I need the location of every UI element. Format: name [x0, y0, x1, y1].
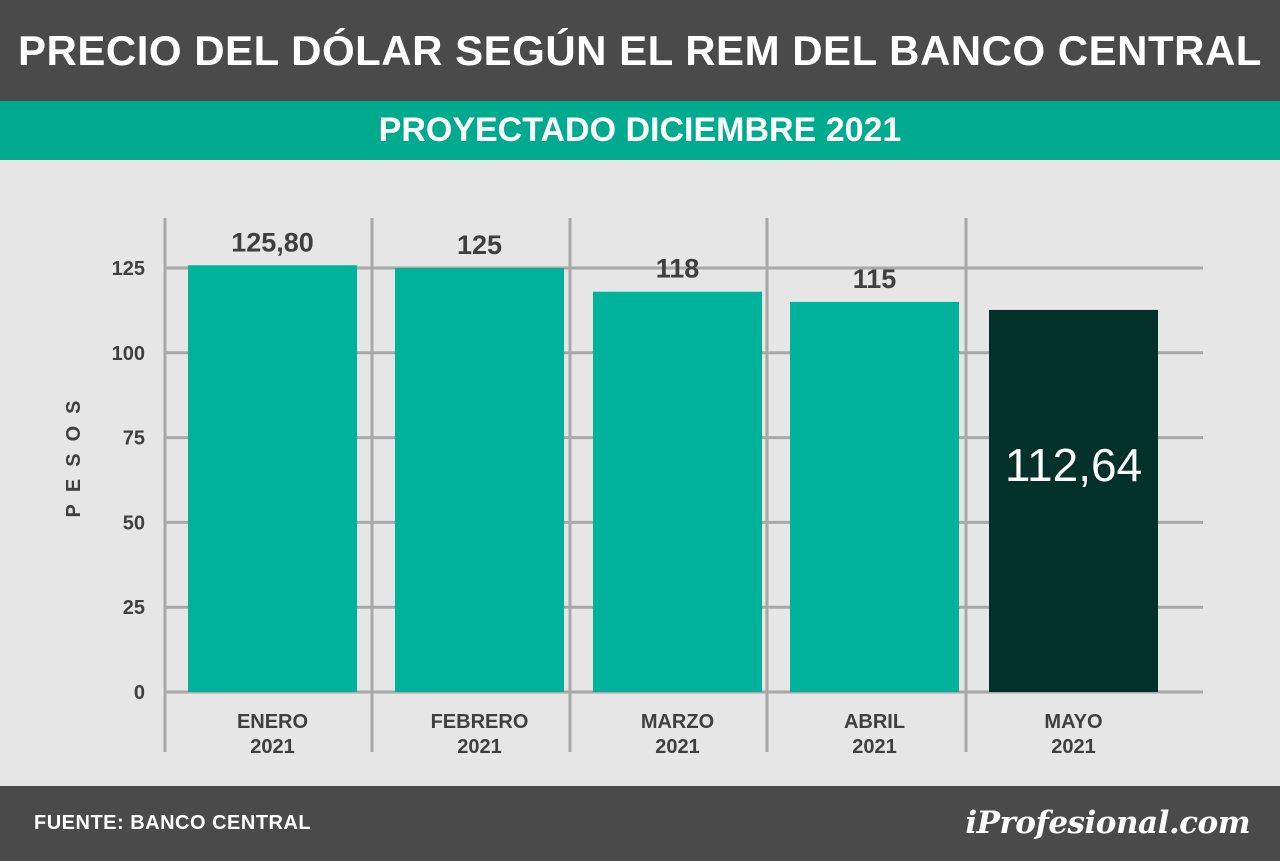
y-tick-label: 100 — [112, 343, 145, 365]
chart-subtitle: PROYECTADO DICIEMBRE 2021 — [378, 111, 902, 149]
value-label: 125,80 — [231, 227, 314, 257]
value-label: 125 — [457, 230, 502, 260]
y-tick-label: 125 — [112, 258, 145, 280]
bar-marzo — [593, 291, 762, 692]
y-tick-label: 50 — [123, 512, 145, 534]
bar-chart: 0 25 50 75 100 125 125,80 ENERO 2021 125 FEBRERO 20… — [63, 218, 1203, 758]
footer-bar: FUENTE: BANCO CENTRAL iProfesional.com — [0, 786, 1280, 861]
y-tick-label: 75 — [123, 428, 145, 450]
y-axis-label: PESOS — [63, 389, 85, 518]
text-layer: 0 25 50 75 100 125 125,80 ENERO 2021 125 FEBRERO 20… — [112, 227, 1143, 758]
title-bar: PRECIO DEL DÓLAR SEGÚN EL REM DEL BANCO … — [0, 0, 1280, 101]
bar-layer — [188, 265, 1158, 692]
value-label: 115 — [853, 264, 897, 294]
iprofesional-logo: iProfesional.com — [965, 805, 1250, 841]
y-tick-label: 0 — [134, 682, 145, 704]
x-tick-label-month: ENERO — [237, 711, 308, 733]
x-tick-label-year: 2021 — [655, 736, 700, 758]
value-label: 112,64 — [1005, 439, 1142, 491]
x-tick-label-year: 2021 — [250, 736, 295, 758]
x-tick-label-year: 2021 — [457, 736, 502, 758]
bar-abril — [790, 301, 959, 692]
x-tick-label-year: 2021 — [1051, 736, 1096, 758]
x-tick-label-month: FEBRERO — [431, 711, 529, 733]
x-tick-label-month: MAYO — [1044, 711, 1102, 733]
x-tick-label-year: 2021 — [852, 736, 897, 758]
bar-febrero — [395, 268, 564, 692]
bar-mayo — [989, 309, 1158, 692]
x-tick-label-month: ABRIL — [844, 711, 905, 733]
value-label: 118 — [656, 254, 700, 284]
bar-enero — [188, 265, 357, 692]
y-tick-label: 25 — [123, 597, 145, 619]
subtitle-bar: PROYECTADO DICIEMBRE 2021 — [0, 101, 1280, 160]
x-tick-label-month: MARZO — [641, 711, 714, 733]
chart-title: PRECIO DEL DÓLAR SEGÚN EL REM DEL BANCO … — [18, 27, 1262, 74]
source-note: FUENTE: BANCO CENTRAL — [34, 812, 312, 834]
